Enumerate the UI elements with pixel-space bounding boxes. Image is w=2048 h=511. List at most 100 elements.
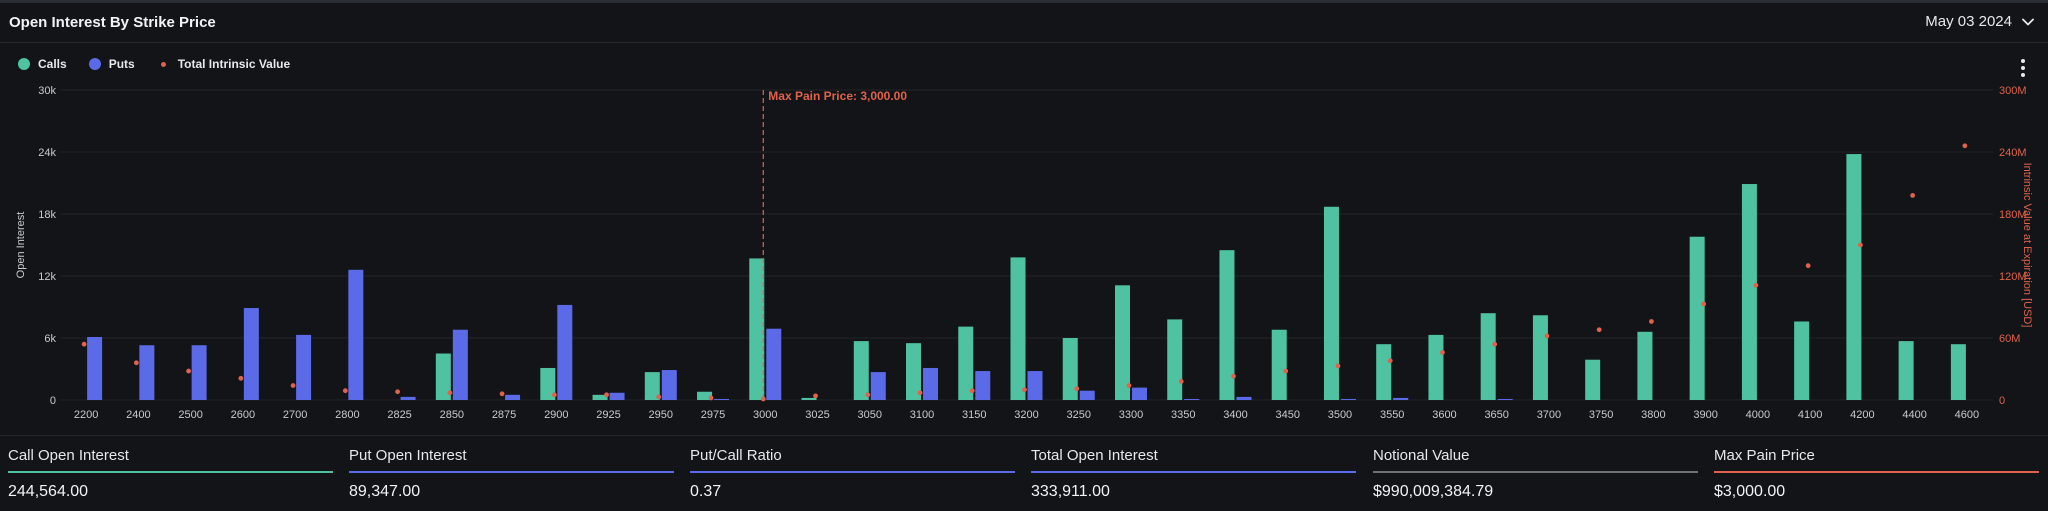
call-bar [1010, 257, 1026, 400]
call-bar [1114, 285, 1130, 400]
call-bar [697, 391, 713, 400]
intrinsic-point [447, 390, 453, 396]
put-bar [87, 336, 103, 400]
call-bar [592, 394, 608, 400]
put-bar [1340, 398, 1356, 400]
intrinsic-point [1596, 327, 1602, 333]
expiry-date-dropdown[interactable]: May 03 2024 [1925, 13, 2036, 30]
x-tick-label: 3600 [1432, 409, 1456, 421]
legend-puts-label: Puts [108, 57, 135, 71]
stats-bar: Call Open Interest 244,564.00 Put/Call R… [0, 435, 2048, 511]
x-tick-label: 4600 [1955, 409, 1979, 421]
legend-intrinsic[interactable]: Total Intrinsic Value [157, 57, 290, 71]
y2-tick-label: 120M [1999, 271, 2027, 283]
put-bar [505, 394, 521, 400]
put-bar [714, 398, 730, 400]
call-bar [1585, 359, 1601, 400]
legend-calls-label: Calls [38, 57, 67, 71]
x-tick-label: 3800 [1641, 409, 1665, 421]
legend-intrinsic-label: Total Intrinsic Value [177, 57, 291, 71]
intrinsic-point [604, 392, 609, 398]
puts-swatch [88, 58, 101, 70]
call-bar [906, 343, 922, 400]
more-options-icon[interactable] [2016, 56, 2030, 80]
stat-value: $990,009,384.79 [1373, 483, 1494, 500]
intrinsic-point [1440, 350, 1445, 355]
intrinsic-point [865, 392, 871, 398]
call-bar [1689, 236, 1705, 400]
stat-max-pain-price: Max Pain Price $3,000.00 [1706, 436, 2039, 511]
x-tick-label: 2925 [596, 409, 620, 421]
x-tick-label: 4100 [1798, 409, 1822, 421]
put-bar [1497, 398, 1513, 400]
stat-label: Call Open Interest [8, 447, 129, 464]
call-bar [540, 367, 556, 400]
x-tick-label: 2950 [649, 409, 673, 421]
intrinsic-point [708, 395, 714, 401]
y2-tick-label: 300M [1999, 85, 2027, 97]
intrinsic-point [81, 341, 87, 347]
stat-value: 244,564.00 [8, 483, 89, 500]
put-bar [191, 345, 207, 400]
call-bar [1741, 184, 1757, 400]
put-bar [1131, 387, 1147, 400]
call-bar [644, 372, 660, 400]
put-bar [557, 304, 573, 400]
y-tick-label: 0 [50, 395, 56, 407]
intrinsic-swatch [160, 61, 166, 67]
call-bar [1428, 334, 1444, 400]
call-bar [435, 353, 451, 400]
x-tick-label: 2600 [231, 409, 255, 421]
x-tick-label: 3900 [1693, 409, 1717, 421]
intrinsic-point [1178, 379, 1184, 384]
call-bar [1219, 250, 1235, 400]
legend-puts[interactable]: Puts [88, 57, 135, 71]
intrinsic-point [499, 391, 505, 397]
x-tick-label: 2500 [178, 409, 202, 421]
x-tick-label: 3550 [1380, 409, 1404, 421]
chevron-down-icon [2022, 18, 2034, 25]
intrinsic-point [1022, 387, 1027, 393]
intrinsic-point [1074, 386, 1080, 392]
call-bar [1167, 319, 1183, 400]
intrinsic-point [969, 388, 975, 394]
intrinsic-point [1753, 282, 1759, 288]
chart-header: Open Interest By Strike Price May 03 202… [0, 3, 2048, 43]
calls-swatch [18, 58, 30, 70]
intrinsic-point [1805, 263, 1811, 269]
call-bar [1637, 331, 1653, 400]
top-border [0, 0, 2048, 3]
intrinsic-point [1231, 373, 1236, 379]
page-title: Open Interest By Strike Price [9, 14, 216, 31]
intrinsic-point [551, 392, 557, 398]
put-bar [1079, 390, 1095, 400]
x-tick-label: 2400 [126, 409, 150, 421]
put-bar [766, 328, 782, 400]
y-tick-label: 6k [44, 333, 56, 345]
intrinsic-point [290, 383, 296, 388]
x-tick-label: 3450 [1275, 409, 1299, 421]
x-tick-label: 2900 [544, 409, 568, 421]
put-bar [975, 371, 991, 400]
legend-calls[interactable]: Calls [18, 57, 67, 71]
y2-axis-label: Intrinsic Value at Expiration [USD] [2021, 163, 2033, 328]
x-tick-label: 3650 [1484, 409, 1508, 421]
put-bar [139, 345, 155, 400]
y-tick-label: 30k [38, 85, 56, 97]
put-bar [923, 367, 939, 400]
y2-tick-label: 0 [1999, 395, 2005, 407]
stat-notional-value: Notional Value $990,009,384.79 [1365, 436, 1698, 511]
call-bar [1950, 344, 1966, 400]
call-bar [1480, 313, 1496, 400]
x-tick-label: 3350 [1171, 409, 1195, 421]
x-tick-label: 3250 [1067, 409, 1091, 421]
intrinsic-point [1701, 301, 1707, 307]
x-tick-label: 3300 [1119, 409, 1143, 421]
x-tick-label: 2875 [492, 409, 516, 421]
put-bar [400, 396, 416, 400]
call-bar [749, 258, 765, 400]
put-bar [243, 308, 259, 400]
put-bar [1236, 396, 1252, 400]
call-bar [1323, 206, 1339, 400]
call-bar [801, 397, 817, 400]
